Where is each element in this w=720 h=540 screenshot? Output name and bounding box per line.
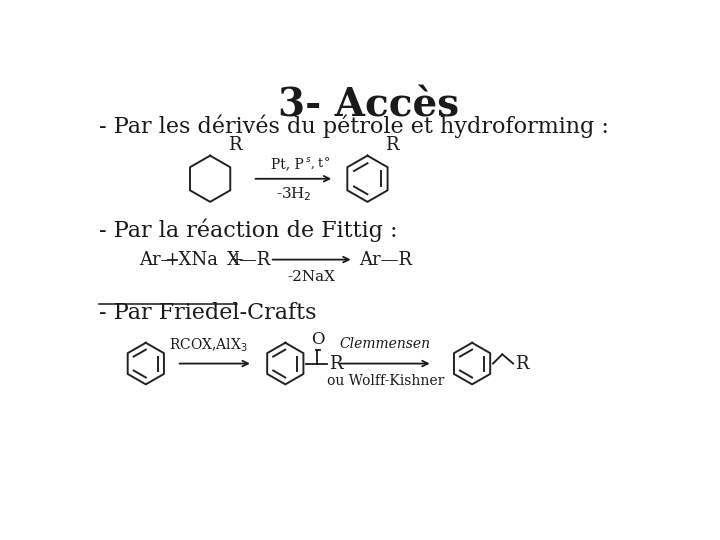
Text: +  Na  +: + Na + bbox=[165, 251, 245, 268]
Text: R: R bbox=[329, 355, 342, 373]
Text: - Par les dérivés du pétrole et hydroforming :: - Par les dérivés du pétrole et hydrofor… bbox=[99, 114, 609, 138]
Text: $^{s}$, t°: $^{s}$, t° bbox=[305, 156, 330, 171]
Text: - Par la réaction de Fittig :: - Par la réaction de Fittig : bbox=[99, 219, 397, 242]
Text: 3- Accès: 3- Accès bbox=[279, 86, 459, 124]
Text: R: R bbox=[228, 136, 241, 154]
Text: Clemmensen: Clemmensen bbox=[340, 338, 431, 351]
Text: - Par Friedel-Crafts: - Par Friedel-Crafts bbox=[99, 302, 317, 324]
Text: Ar—X: Ar—X bbox=[139, 251, 192, 268]
Text: R: R bbox=[515, 355, 528, 373]
Text: -3H$_2$: -3H$_2$ bbox=[276, 185, 312, 202]
Text: RCOX,AlX$_3$: RCOX,AlX$_3$ bbox=[168, 337, 247, 354]
Text: Ar—R: Ar—R bbox=[359, 251, 413, 268]
Text: O: O bbox=[311, 331, 325, 348]
Text: -2NaX: -2NaX bbox=[288, 271, 336, 285]
Text: Pt, P: Pt, P bbox=[271, 157, 304, 171]
Text: R: R bbox=[385, 136, 399, 154]
Text: X—R: X—R bbox=[227, 251, 271, 268]
Text: ou Wolff-Kishner: ou Wolff-Kishner bbox=[327, 374, 444, 388]
